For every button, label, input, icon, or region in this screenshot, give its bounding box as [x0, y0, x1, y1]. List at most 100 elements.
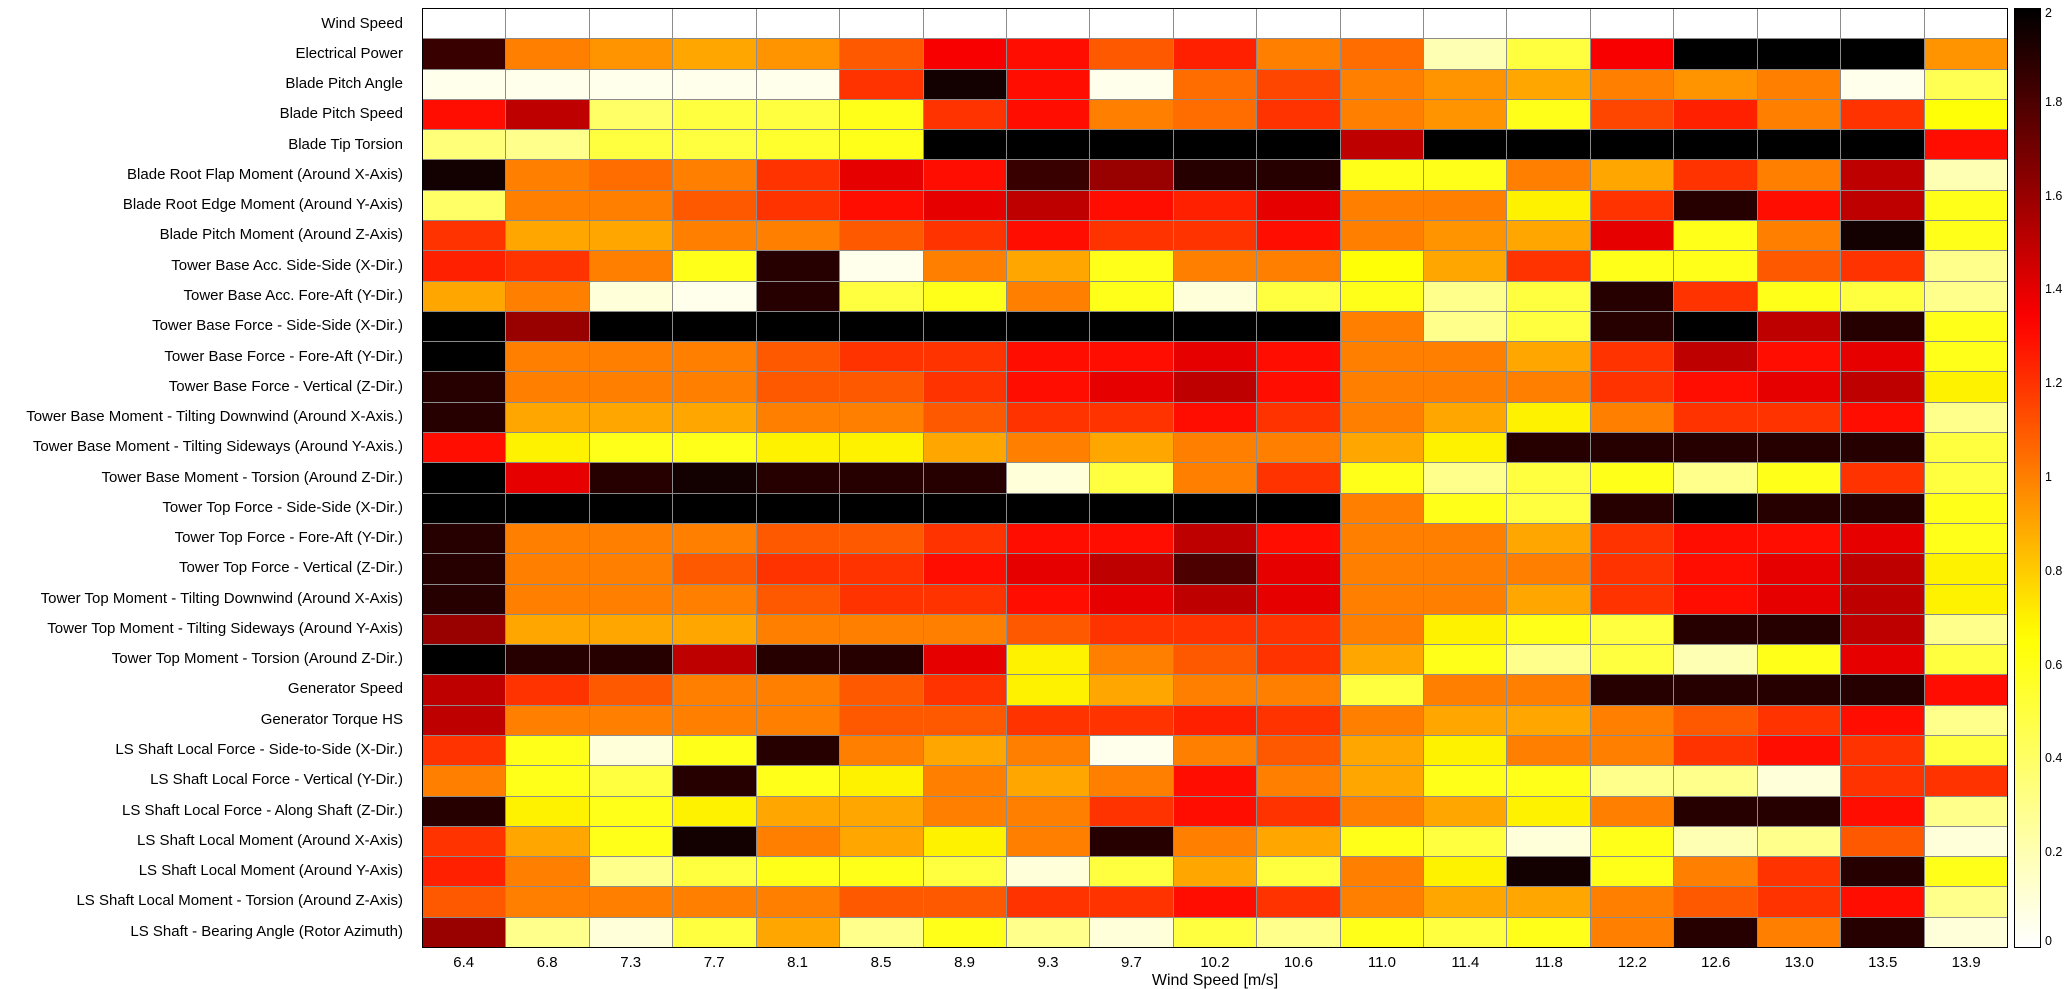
heatmap-cell: [506, 39, 589, 69]
heatmap-cell: [1257, 493, 1340, 523]
heatmap-cell: [589, 251, 673, 281]
heatmap-cell: [423, 554, 506, 584]
colorbar-tick-label: 1.4: [2045, 282, 2063, 297]
heatmap-cell: [589, 130, 673, 160]
heatmap-cell: [589, 614, 673, 645]
heatmap-cell: [673, 221, 756, 251]
heatmap-cell: [1590, 584, 1674, 614]
heatmap-cell: [1257, 130, 1340, 160]
heatmap-cell: [1424, 796, 1507, 826]
heatmap-cell: [1090, 251, 1173, 281]
heatmap-cell: [589, 705, 673, 735]
heatmap-cell: [1841, 887, 1924, 917]
heatmap-cell: [1924, 584, 2007, 614]
heatmap-cell: [1674, 160, 1757, 190]
heatmap-cell: [1257, 39, 1340, 69]
heatmap-cell: [1006, 493, 1090, 523]
heatmap-cell: [1757, 675, 1841, 705]
heatmap-cell: [1173, 645, 1257, 675]
heatmap-cell: [673, 523, 756, 554]
heatmap-cell: [1257, 281, 1340, 311]
heatmap-cell: [840, 251, 923, 281]
x-tick-label: 13.9: [1951, 954, 1981, 971]
heatmap-cell: [1507, 645, 1590, 675]
heatmap-cell: [840, 463, 923, 493]
heatmap-cell: [423, 705, 506, 735]
heatmap-cell: [1257, 857, 1340, 887]
heatmap-cell: [1507, 190, 1590, 221]
heatmap-cell: [1924, 614, 2007, 645]
heatmap-cell: [1424, 917, 1507, 947]
heatmap-cell: [1674, 675, 1757, 705]
heatmap-cell: [923, 9, 1006, 39]
heatmap-cell: [1090, 645, 1173, 675]
heatmap-cell: [506, 251, 589, 281]
heatmap-cell: [1090, 342, 1173, 372]
heatmap-cell: [423, 857, 506, 887]
heatmap-cell: [840, 614, 923, 645]
heatmap-cell: [1173, 372, 1257, 402]
heatmap-cell: [1090, 9, 1173, 39]
heatmap-cell: [589, 342, 673, 372]
colorbar-tick-label: 0.6: [2045, 657, 2063, 672]
heatmap-cell: [1841, 493, 1924, 523]
heatmap-cell: [506, 796, 589, 826]
heatmap-cell: [1590, 372, 1674, 402]
heatmap-cell: [1006, 614, 1090, 645]
heatmap-cell: [1257, 675, 1340, 705]
heatmap-cell: [1924, 826, 2007, 857]
heatmap-cell: [1590, 221, 1674, 251]
heatmap-cell: [923, 221, 1006, 251]
heatmap-cell: [506, 766, 589, 796]
heatmap-cell: [1173, 342, 1257, 372]
heatmap-cell: [1757, 735, 1841, 766]
y-tick-label: Tower Base Moment - Torsion (Around Z-Di…: [101, 468, 404, 486]
y-tick-label: Tower Base Acc. Side-Side (X-Dir.): [171, 256, 403, 274]
heatmap-cell: [1924, 190, 2007, 221]
heatmap-cell: [1257, 887, 1340, 917]
heatmap-cell: [1757, 705, 1841, 735]
heatmap-cell: [673, 675, 756, 705]
heatmap-cell: [423, 160, 506, 190]
y-tick-label: Tower Top Moment - Tilting Sideways (Aro…: [47, 619, 403, 637]
heatmap-cell: [1424, 675, 1507, 705]
heatmap-cell: [1757, 614, 1841, 645]
heatmap-cell: [1006, 796, 1090, 826]
heatmap-grid: [422, 8, 2008, 948]
heatmap-cell: [1507, 796, 1590, 826]
heatmap-cell: [589, 99, 673, 130]
heatmap-cell: [1257, 99, 1340, 130]
heatmap-cell: [1257, 554, 1340, 584]
x-tick-label: 11.8: [1534, 954, 1563, 971]
heatmap-cell: [589, 766, 673, 796]
heatmap-cell: [423, 463, 506, 493]
heatmap-cell: [756, 402, 840, 433]
heatmap-cell: [923, 251, 1006, 281]
heatmap-cell: [1590, 281, 1674, 311]
y-tick-label: Tower Base Moment - Tilting Downwind (Ar…: [26, 408, 403, 426]
heatmap-cell: [506, 342, 589, 372]
heatmap-cell: [423, 614, 506, 645]
colorbar-tick-label: 0.2: [2045, 845, 2063, 860]
heatmap-cell: [1757, 857, 1841, 887]
heatmap-cell: [1841, 523, 1924, 554]
heatmap-cell: [1257, 402, 1340, 433]
heatmap-cell: [1841, 463, 1924, 493]
heatmap-cell: [506, 523, 589, 554]
heatmap-cell: [673, 826, 756, 857]
heatmap-cell: [1090, 614, 1173, 645]
x-tick-label: 13.0: [1784, 954, 1814, 971]
colorbar-tick-label: 1.6: [2045, 188, 2063, 203]
heatmap-cell: [1674, 342, 1757, 372]
y-tick-label: Tower Top Force - Fore-Aft (Y-Dir.): [174, 529, 403, 547]
heatmap-cell: [1841, 917, 1924, 947]
heatmap-cell: [756, 69, 840, 99]
heatmap-cell: [506, 69, 589, 99]
heatmap-cell: [1424, 614, 1507, 645]
heatmap-cell: [1757, 523, 1841, 554]
heatmap-cell: [423, 887, 506, 917]
heatmap-cell: [423, 342, 506, 372]
heatmap-cell: [673, 554, 756, 584]
heatmap-cell: [423, 796, 506, 826]
heatmap-cell: [1674, 493, 1757, 523]
